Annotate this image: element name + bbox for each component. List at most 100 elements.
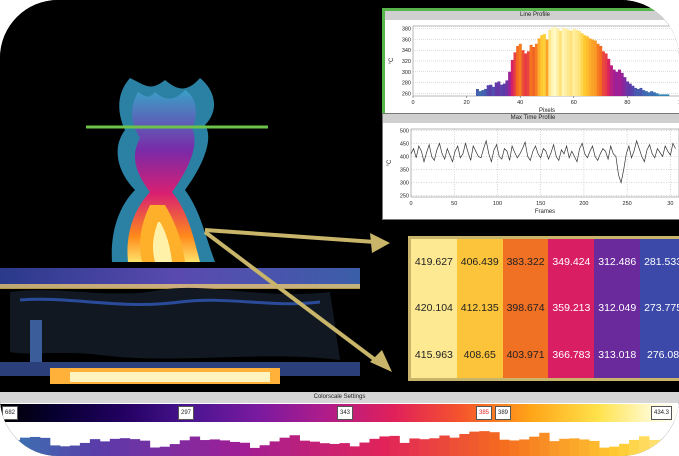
temperature-cell: 273.775 [640,285,679,332]
temperature-cell: 412.135 [456,285,503,332]
histogram-bar [169,444,181,456]
max-time-profile-panel[interactable]: Max Time Profile 500 450 400 350 300 250 0 50 10… [382,113,679,220]
profile-bar [510,59,514,96]
histogram-bar [149,447,161,456]
profile-bar [553,26,557,97]
y-tick-label: 350 [400,168,409,174]
histogram-bar [119,438,131,456]
temperature-row: 419.627 406.439 383.322 349.424 312.486 281.5… [411,239,679,286]
colorscale-marker[interactable]: 434.3 [651,406,673,420]
histogram-bar [319,443,330,456]
y-tick-label: 340 [402,48,411,54]
histogram-bar [659,439,670,456]
colorscale-marker[interactable]: 385 [476,406,493,420]
profile-bar [663,94,667,96]
histogram-bar [449,437,460,456]
colorscale-marker[interactable]: 682 [2,406,19,420]
profile-bar [626,81,630,96]
x-tick-label: 80 [624,100,630,106]
histogram-bar [219,440,231,456]
profile-bar [478,91,482,96]
histogram-bar [379,436,390,456]
profile-bar [494,82,498,96]
y-tick-label: 320 [402,59,411,65]
profile-bar [559,30,563,96]
profile-bar [516,45,520,96]
histogram-bar [409,438,420,456]
y-tick-label: 450 [400,141,409,147]
histogram-bar [419,439,430,456]
profile-bar [577,30,581,96]
x-tick-label: 100 [493,201,502,207]
profile-bar [583,35,587,96]
profile-bar [521,50,525,96]
histogram-bar [619,443,630,456]
colorscale-marker[interactable]: 343 [337,406,354,420]
histogram-bar [59,446,71,456]
temperature-cell: 403.971 [502,331,549,378]
y-tick-label: 380 [402,27,411,33]
histogram-bar [209,439,221,456]
y-tick-label: 400 [400,154,409,160]
y-tick-label: 250 [400,194,409,200]
profile-bar [628,83,632,96]
temperature-cell: 406.439 [456,239,503,286]
temperature-cell: 415.963 [411,331,457,378]
profile-bar [599,45,603,96]
line-profile-title: Line Profile [385,11,679,20]
profile-bar [666,94,670,96]
histogram-bar [389,435,400,456]
profile-bar [634,87,638,96]
temperature-row: 420.104 412.135 398.674 359.213 312.049 273.7… [411,285,679,332]
profile-bar [524,53,528,96]
profile-bar [612,69,616,96]
y-tick-label: 280 [402,81,411,87]
histogram-bar [559,438,570,456]
profile-bar [655,93,659,96]
histogram-bar [129,439,141,456]
temperature-cell: 313.018 [594,331,641,378]
temperature-cell: 359.213 [548,285,595,332]
profile-bar [540,35,544,96]
histogram-bar [99,441,111,456]
line-profile-panel[interactable]: Line Profile 380 360 340 320 300 280 260 0 20 40 6… [382,8,679,117]
profile-bar [481,90,485,96]
histogram-bar [549,441,560,456]
colorscale-bar[interactable]: 682 297 343 385 389 434.3 [0,404,679,422]
profile-bar [537,38,541,96]
x-tick-label: 30 [667,201,673,207]
y-tick-label: 300 [402,70,411,76]
colorscale-marker[interactable]: 389 [495,406,512,420]
histogram-bar [439,435,450,456]
profile-bar [618,69,621,96]
profile-bar [513,52,517,96]
colorscale-marker[interactable]: 297 [178,406,195,420]
x-tick-label: 60 [571,100,577,106]
profile-bar [500,84,504,96]
profile-bar [567,29,571,97]
histogram-bar [489,432,500,456]
profile-bar [585,36,589,96]
temperature-cell: 383.322 [502,239,549,286]
y-tick-label: 360 [402,37,411,43]
profile-bar [556,28,560,96]
histogram-bar [49,445,61,456]
profile-bar [642,90,646,96]
histogram-bar [239,442,251,456]
profile-bar [529,44,533,96]
profile-bar [542,34,546,96]
histogram-bar [179,440,191,456]
colorscale-title: Colorscale Settings [0,392,679,403]
temperature-cell: 281.533 [640,239,679,286]
histogram-bar [79,442,91,456]
x-tick-label: 0 [411,100,414,106]
histogram-bar [589,440,600,456]
histogram-bar [109,438,121,456]
histogram-bar [329,443,340,456]
profile-bar [532,47,536,96]
x-tick-label: 200 [579,201,588,207]
x-tick-label: 0 [409,201,412,207]
profile-bar [652,92,656,96]
histogram-bar [299,440,310,456]
